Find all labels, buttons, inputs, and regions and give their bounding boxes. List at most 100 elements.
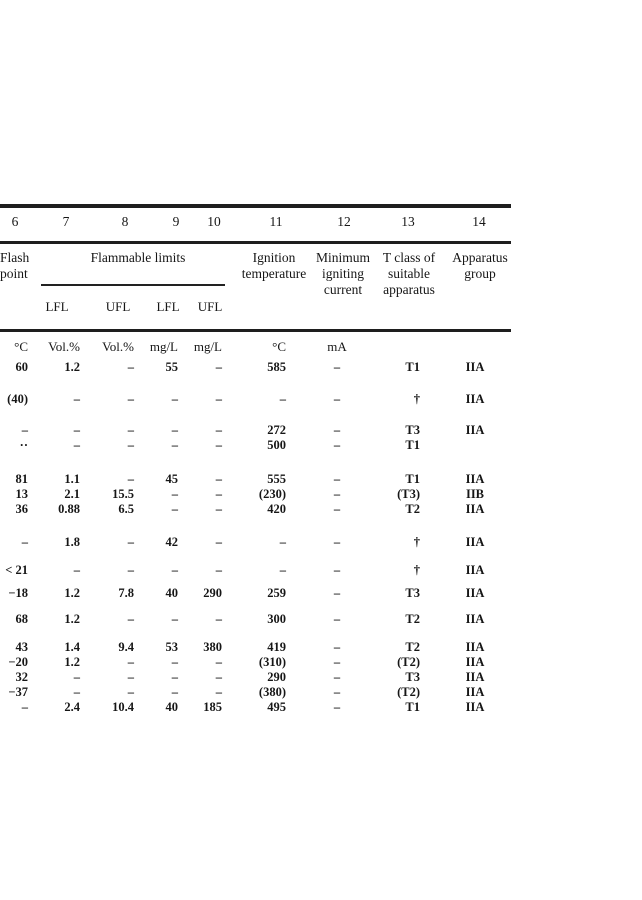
table-row: −37 – – – – (380) – (T2) IIA (0, 685, 528, 700)
table-row: 13 2.1 15.5 – – (230) – (T3) IIB (0, 487, 528, 502)
cell-ufl-volume: – (127, 392, 134, 406)
cell-minimum-igniting-current: – (333, 685, 341, 699)
cell-t-class: (T2) (397, 685, 420, 699)
cell-t-class: † (413, 392, 420, 406)
cell-ufl-volume: 10.4 (112, 700, 134, 714)
cell-minimum-igniting-current: – (333, 700, 341, 714)
table-row: 43 1.4 9.4 53 380 419 – T2 IIA (0, 640, 528, 655)
cell-ufl-mass: – (215, 655, 222, 669)
cell-minimum-igniting-current: – (333, 612, 341, 626)
cell-ufl-mass: – (215, 472, 222, 486)
cell-t-class: T3 (405, 670, 420, 684)
cell-flash-point: – (21, 423, 28, 437)
cell-lfl-volume: 0.88 (58, 502, 80, 516)
cell-apparatus-group: IIA (465, 472, 485, 486)
cell-flash-point: 68 (15, 612, 29, 626)
cell-flash-point: −18 (8, 586, 28, 600)
cell-ufl-mass: – (215, 535, 222, 549)
cell-flash-point: (40) (7, 392, 28, 406)
column-number: 14 (472, 214, 486, 229)
cell-t-class: T2 (405, 502, 420, 516)
cell-ignition-temperature: 500 (267, 438, 286, 452)
subheader-lfl-mass: LFL (156, 299, 180, 314)
column-number-rule (0, 241, 511, 244)
subheader-lfl-volume: LFL (45, 299, 69, 314)
cell-flash-point: – (21, 535, 28, 549)
cell-ignition-temperature: – (279, 563, 286, 577)
header-apparatus-group: Apparatus group (452, 250, 508, 281)
cell-t-class: † (413, 535, 420, 549)
cell-minimum-igniting-current: – (333, 438, 341, 452)
cell-ignition-temperature: 420 (267, 502, 286, 516)
cell-ufl-mass: – (215, 360, 222, 374)
cell-lfl-volume: 2.4 (64, 700, 80, 714)
unit-label: mg/L (193, 339, 222, 354)
cell-lfl-mass: – (171, 392, 178, 406)
cell-lfl-mass: – (171, 487, 178, 501)
cell-apparatus-group: IIA (465, 670, 485, 684)
cell-apparatus-group: IIA (465, 392, 485, 406)
cell-flash-point: – (21, 700, 28, 714)
cell-ufl-mass: – (215, 487, 222, 501)
cell-apparatus-group: IIA (465, 423, 485, 437)
cell-minimum-igniting-current: – (333, 670, 341, 684)
cell-flash-point: −37 (8, 685, 28, 699)
cell-minimum-igniting-current: – (333, 392, 341, 406)
cell-ignition-temperature: 585 (267, 360, 286, 374)
cell-ufl-volume: 15.5 (112, 487, 134, 501)
cell-ignition-temperature: – (279, 535, 286, 549)
table-row: (40) – – – – – – † IIA (0, 392, 528, 407)
cell-flash-point: 32 (15, 670, 29, 684)
cell-minimum-igniting-current: – (333, 563, 341, 577)
header-flash-point: Flash point (0, 250, 30, 281)
unit-label: °C (14, 339, 28, 354)
cell-lfl-volume: 2.1 (64, 487, 80, 501)
cell-apparatus-group: IIB (465, 487, 485, 501)
cell-ufl-mass: 185 (203, 700, 222, 714)
cell-lfl-volume: – (73, 392, 80, 406)
table-row: 68 1.2 – – – 300 – T2 IIA (0, 612, 528, 627)
cell-ufl-mass: – (215, 392, 222, 406)
header-bottom-rule (0, 329, 511, 332)
cell-ufl-mass: – (215, 438, 222, 452)
cell-ufl-volume: – (127, 655, 134, 669)
cell-t-class: T3 (405, 586, 420, 600)
cell-ufl-volume: – (127, 472, 134, 486)
column-number: 8 (121, 214, 129, 229)
units-row: °C Vol.% Vol.% mg/L mg/L °C mA (0, 338, 528, 355)
column-number: 7 (62, 214, 70, 229)
cell-ignition-temperature: – (279, 392, 286, 406)
cell-lfl-mass: – (171, 685, 178, 699)
cell-flash-point: 36 (15, 502, 29, 516)
cell-minimum-igniting-current: – (333, 655, 341, 669)
cell-t-class: (T2) (397, 655, 420, 669)
cell-ignition-temperature: 259 (267, 586, 286, 600)
cell-apparatus-group: IIA (465, 640, 485, 654)
cell-lfl-mass: 40 (165, 700, 179, 714)
cell-lfl-volume: – (73, 670, 80, 684)
unit-label: °C (272, 339, 286, 354)
cell-ufl-volume: – (127, 360, 134, 374)
cell-apparatus-group: IIA (465, 502, 485, 516)
column-number: 6 (11, 214, 19, 229)
table-row: – 1.8 – 42 – – – † IIA (0, 535, 528, 550)
column-number: 9 (172, 214, 180, 229)
cell-minimum-igniting-current: – (333, 472, 341, 486)
unit-label (384, 338, 422, 355)
header-minimum-igniting-current: Minimum igniting current (315, 250, 370, 297)
table-row: 60 1.2 – 55 – 585 – T1 IIA (0, 360, 528, 375)
cell-minimum-igniting-current: – (333, 502, 341, 516)
cell-ignition-temperature: (230) (258, 487, 286, 501)
cell-t-class: T1 (405, 472, 420, 486)
cell-lfl-volume: 1.2 (64, 586, 80, 600)
cell-flash-point: 60 (15, 360, 29, 374)
cell-ignition-temperature: 290 (267, 670, 286, 684)
table-row: – 2.4 10.4 40 185 495 – T1 IIA (0, 700, 528, 715)
cell-t-class: T2 (405, 612, 420, 626)
cell-ufl-mass: 290 (203, 586, 222, 600)
table-row: – – – – – 272 – T3 IIA (0, 423, 528, 438)
cell-apparatus-group: IIA (465, 612, 485, 626)
cell-ignition-temperature: 272 (267, 423, 286, 437)
cell-lfl-volume: – (73, 423, 80, 437)
cell-ufl-volume: 9.4 (118, 640, 134, 654)
